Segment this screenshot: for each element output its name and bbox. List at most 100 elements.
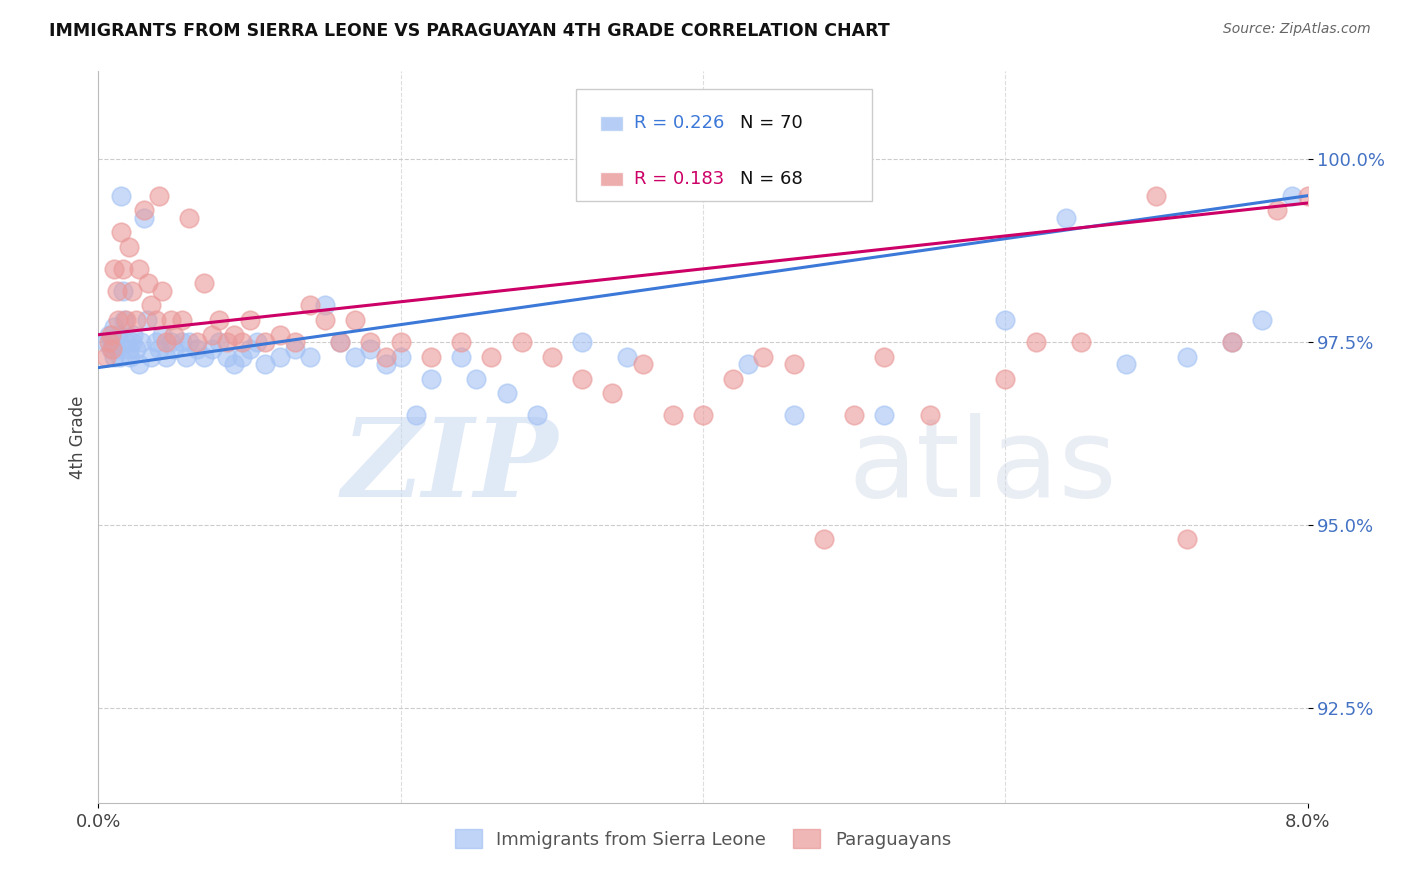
Point xyxy=(136,277,159,291)
Point xyxy=(782,357,804,371)
Point xyxy=(374,350,396,364)
Point xyxy=(405,408,427,422)
Point xyxy=(692,408,714,422)
Point xyxy=(110,188,132,202)
Point xyxy=(1175,533,1198,547)
Point xyxy=(145,334,167,349)
Point xyxy=(737,357,759,371)
Point xyxy=(1281,188,1303,202)
Point xyxy=(344,350,367,364)
Point xyxy=(329,334,352,349)
Point xyxy=(360,334,382,349)
Point xyxy=(1024,334,1046,349)
Point xyxy=(1070,334,1092,349)
Point xyxy=(100,327,122,342)
Point xyxy=(873,408,896,422)
Point xyxy=(231,334,253,349)
Point xyxy=(98,334,121,349)
Point xyxy=(389,334,412,349)
Point xyxy=(101,343,124,357)
Point xyxy=(135,313,157,327)
Point xyxy=(103,350,125,364)
Point xyxy=(94,334,117,349)
Text: ZIP: ZIP xyxy=(342,413,558,520)
Point xyxy=(994,371,1017,385)
Point xyxy=(201,343,224,357)
Point xyxy=(450,334,472,349)
Point xyxy=(224,327,246,342)
Point xyxy=(125,343,148,357)
Point xyxy=(148,188,170,202)
Point xyxy=(239,343,262,357)
Point xyxy=(246,334,269,349)
Point xyxy=(193,350,215,364)
Point xyxy=(1146,188,1168,202)
Point xyxy=(1175,350,1198,364)
Legend: Immigrants from Sierra Leone, Paraguayans: Immigrants from Sierra Leone, Paraguayan… xyxy=(447,822,959,856)
Point xyxy=(481,350,503,364)
Point xyxy=(120,350,142,364)
Point xyxy=(314,313,336,327)
Point xyxy=(121,334,143,349)
Point xyxy=(602,386,624,401)
Point xyxy=(495,386,517,401)
Text: IMMIGRANTS FROM SIERRA LEONE VS PARAGUAYAN 4TH GRADE CORRELATION CHART: IMMIGRANTS FROM SIERRA LEONE VS PARAGUAY… xyxy=(49,22,890,40)
Point xyxy=(208,334,231,349)
Point xyxy=(108,350,131,364)
Point xyxy=(299,350,322,364)
Point xyxy=(540,350,562,364)
Point xyxy=(129,334,152,349)
Point xyxy=(284,334,307,349)
Point xyxy=(94,350,117,364)
Point xyxy=(208,313,231,327)
Point xyxy=(329,334,352,349)
Point xyxy=(465,371,488,385)
Point xyxy=(114,334,136,349)
Point xyxy=(186,334,208,349)
Point xyxy=(110,225,132,239)
Point xyxy=(105,284,128,298)
Point xyxy=(374,357,396,371)
Point xyxy=(299,298,322,312)
Point xyxy=(616,350,638,364)
Point xyxy=(723,371,745,385)
Point xyxy=(1220,334,1243,349)
Point xyxy=(148,343,170,357)
Point xyxy=(253,334,276,349)
Point xyxy=(155,334,177,349)
Point xyxy=(782,408,804,422)
Point xyxy=(450,350,472,364)
Point xyxy=(105,343,128,357)
Point xyxy=(1251,313,1274,327)
Point xyxy=(215,350,238,364)
Point xyxy=(100,343,122,357)
Point xyxy=(121,284,143,298)
Point xyxy=(269,327,291,342)
Y-axis label: 4th Grade: 4th Grade xyxy=(69,395,87,479)
Point xyxy=(389,350,412,364)
Point xyxy=(873,350,896,364)
Point xyxy=(170,334,193,349)
Point xyxy=(661,408,683,422)
Point xyxy=(163,343,186,357)
Point xyxy=(284,343,307,357)
Point xyxy=(1296,188,1319,202)
Point xyxy=(193,277,215,291)
Point xyxy=(224,357,246,371)
Point xyxy=(150,327,173,342)
Point xyxy=(752,350,775,364)
Point xyxy=(844,408,866,422)
Point xyxy=(141,298,163,312)
Point xyxy=(163,327,186,342)
Point xyxy=(1267,203,1289,218)
Point xyxy=(571,334,593,349)
Point xyxy=(118,343,141,357)
Point xyxy=(160,313,183,327)
Text: N = 70: N = 70 xyxy=(740,114,803,132)
Point xyxy=(918,408,941,422)
Point xyxy=(231,350,253,364)
Point xyxy=(128,261,150,276)
Point xyxy=(132,211,155,225)
Point xyxy=(314,298,336,312)
Point xyxy=(125,313,148,327)
